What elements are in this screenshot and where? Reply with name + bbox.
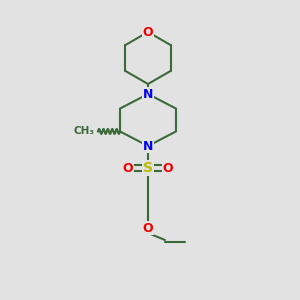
Text: O: O [123, 161, 133, 175]
Text: S: S [143, 161, 153, 175]
Text: N: N [143, 140, 153, 152]
Text: O: O [163, 161, 173, 175]
Text: O: O [143, 26, 153, 38]
Text: CH₃: CH₃ [74, 126, 95, 136]
Text: O: O [143, 221, 153, 235]
Text: N: N [143, 88, 153, 100]
